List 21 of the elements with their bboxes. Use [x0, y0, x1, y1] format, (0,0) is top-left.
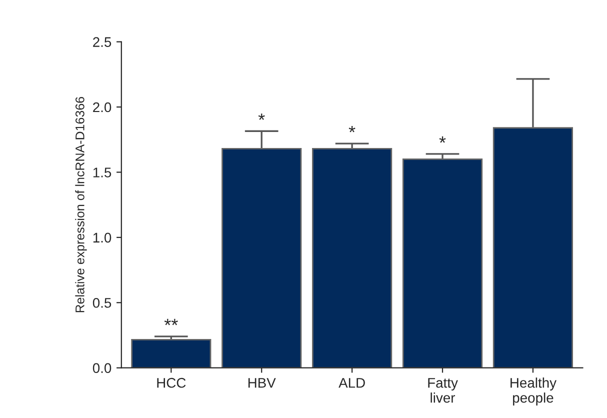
bar: [312, 148, 392, 368]
y-tick-label: 1.5: [93, 168, 112, 178]
y-tick-label: 0.5: [92, 298, 112, 308]
x-tick-label: ALD: [338, 378, 365, 388]
x-tick-label: HCC: [157, 378, 186, 388]
y-axis-title: Relative expression of lncRNA-D16366: [75, 96, 87, 312]
annotation: *: [439, 136, 446, 143]
bar: [402, 158, 483, 368]
x-tick-label: HBV: [248, 378, 276, 388]
annotation: *: [348, 126, 356, 132]
y-tick-label: 0.0: [92, 363, 112, 374]
bar: [492, 127, 574, 368]
annotation: **: [164, 318, 178, 326]
bar: [131, 338, 212, 368]
y-tick-label: 1.0: [93, 232, 112, 243]
y-tick-label: 2.0: [93, 102, 112, 112]
x-tick-label: Healthy people: [510, 378, 556, 406]
y-tick-label: 2.5: [93, 37, 112, 47]
annotation: *: [258, 114, 265, 120]
x-tick-label: Fatty liver: [428, 378, 458, 403]
bar: [222, 148, 302, 368]
